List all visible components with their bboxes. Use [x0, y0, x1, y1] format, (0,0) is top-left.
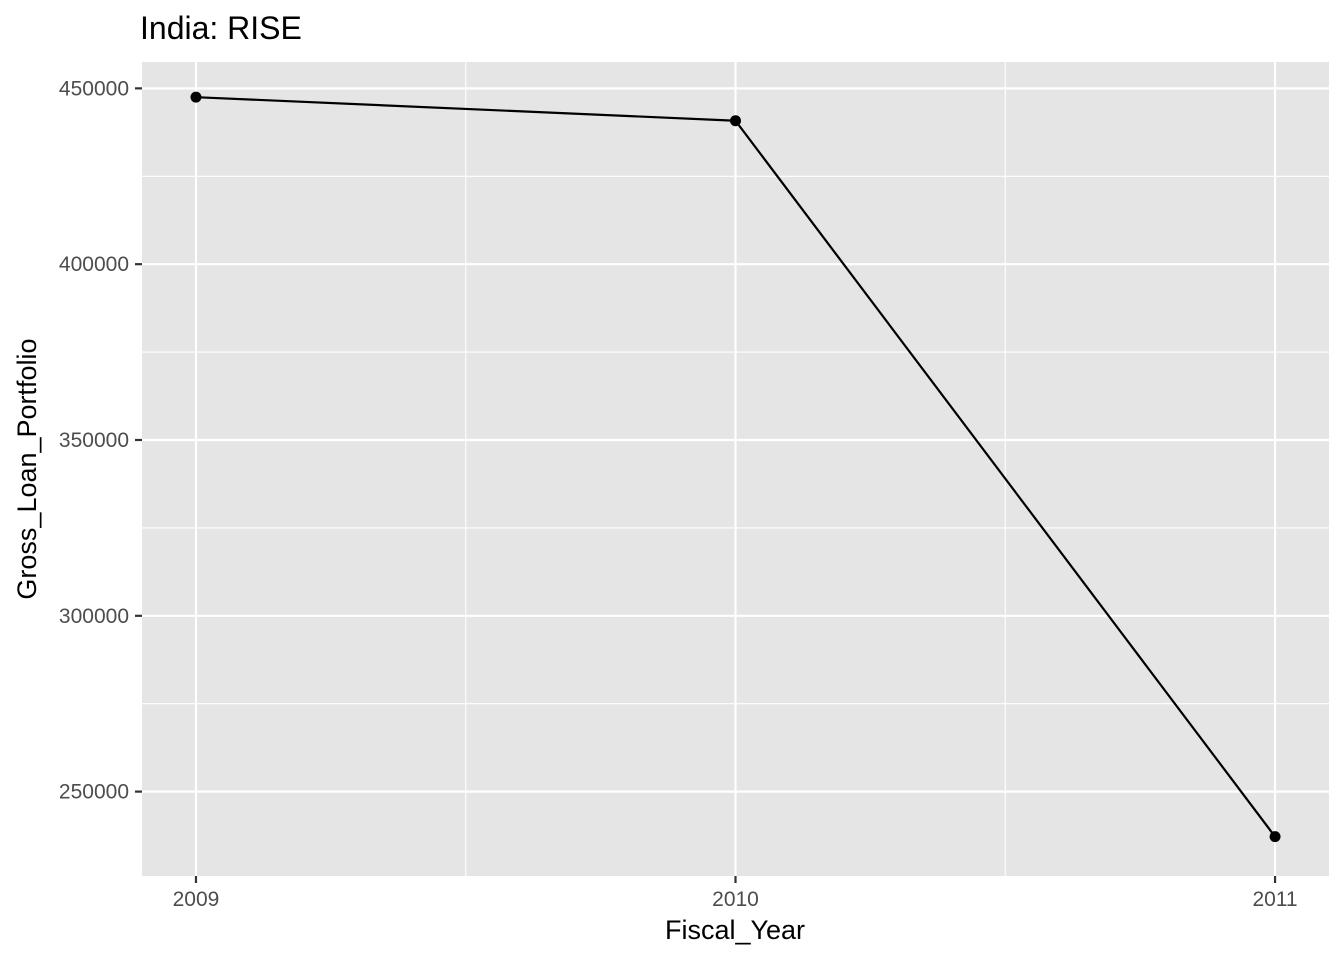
y-tick-label: 250000	[59, 781, 129, 804]
gridlines	[142, 62, 1329, 876]
chart-title: India: RISE	[140, 10, 302, 46]
y-tick-label: 300000	[59, 605, 129, 628]
x-tick-label: 2010	[712, 888, 759, 911]
x-tick-label: 2011	[1252, 888, 1297, 911]
y-axis-tick-labels: 250000 300000 350000 400000 450000	[59, 77, 129, 803]
y-tick-label: 350000	[59, 429, 129, 452]
x-tick-label: 2009	[173, 888, 220, 911]
data-point	[730, 115, 741, 127]
x-axis-title: Fiscal_Year	[665, 915, 805, 945]
axis-ticks	[135, 87, 1277, 883]
data-series	[190, 91, 1281, 843]
x-axis-tick-labels: 2009 2010 2011	[173, 888, 1298, 911]
y-axis-title: Gross_Loan_Portfolio	[12, 338, 42, 599]
data-point	[190, 91, 202, 103]
y-tick-label: 450000	[59, 77, 129, 100]
y-tick-label: 400000	[59, 253, 129, 276]
data-point	[1269, 831, 1281, 843]
